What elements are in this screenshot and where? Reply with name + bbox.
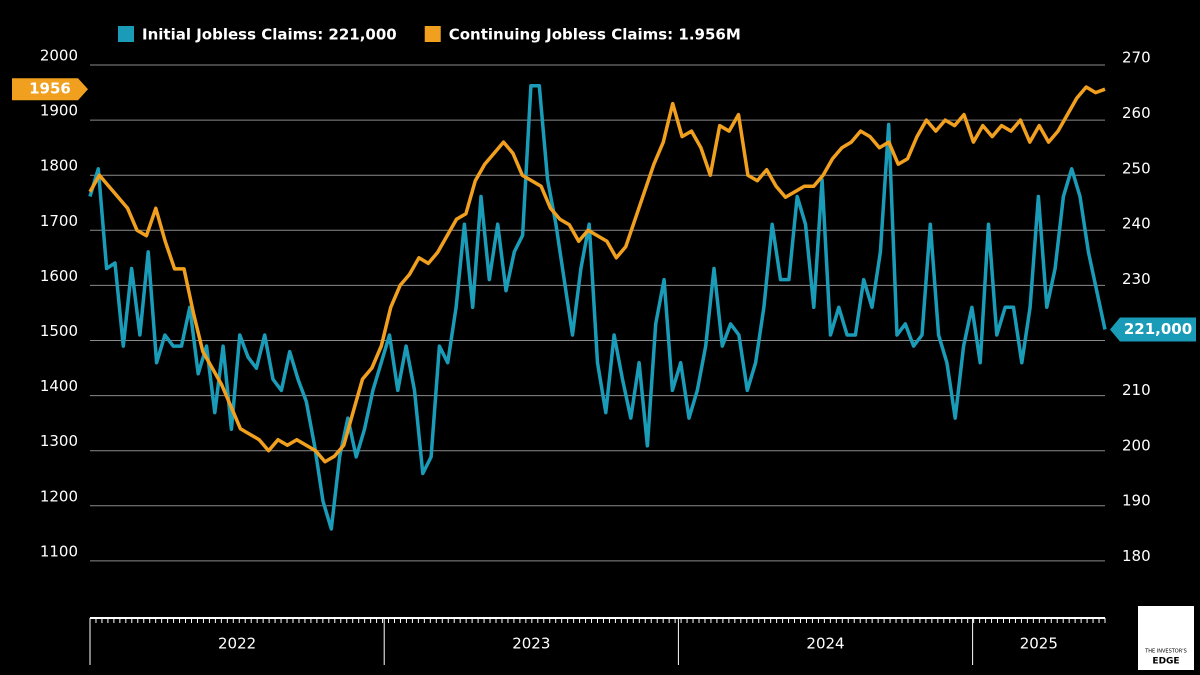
y2-tick-label: 260 <box>1122 104 1151 122</box>
end-tag <box>12 78 88 101</box>
series-line <box>88 83 1107 531</box>
y-tick-label: 1300 <box>40 432 78 450</box>
end-tag <box>1110 317 1196 342</box>
x-tick-label: 2025 <box>1020 635 1058 653</box>
end-tag-label: 221,000 <box>1124 320 1192 338</box>
y-tick-label: 1400 <box>40 377 78 395</box>
legend-label: Initial Jobless Claims: 221,000 <box>142 26 397 44</box>
y-tick-label: 1700 <box>40 212 78 230</box>
logo-box <box>1138 606 1194 670</box>
logo-text: THE INVESTOR'S <box>1144 649 1187 655</box>
series-line <box>88 85 1106 464</box>
y2-tick-label: 180 <box>1122 547 1151 565</box>
y2-tick-label: 190 <box>1122 492 1151 510</box>
y-tick-label: 1600 <box>40 267 78 285</box>
y-tick-label: 1100 <box>40 542 78 560</box>
y2-tick-label: 240 <box>1122 215 1151 233</box>
x-tick-label: 2022 <box>218 635 256 653</box>
y-tick-label: 1800 <box>40 157 78 175</box>
y2-tick-label: 270 <box>1122 49 1151 67</box>
y2-tick-label: 230 <box>1122 270 1151 288</box>
legend-swatch <box>118 26 134 42</box>
legend-swatch <box>424 26 441 42</box>
y-tick-label: 1500 <box>40 322 78 340</box>
legend-label: Continuing Jobless Claims: 1.956M <box>449 26 741 44</box>
x-tick-label: 2024 <box>806 635 844 653</box>
y-tick-label: 1200 <box>40 487 78 505</box>
y2-tick-label: 200 <box>1122 436 1151 454</box>
y-tick-label: 2000 <box>40 47 78 65</box>
y-tick-label: 1900 <box>40 102 78 120</box>
x-tick-label: 2023 <box>512 635 550 653</box>
end-tag-label: 1956 <box>29 80 71 98</box>
y2-tick-label: 210 <box>1122 381 1151 399</box>
y2-tick-label: 250 <box>1122 159 1151 177</box>
logo-text: EDGE <box>1152 657 1179 667</box>
